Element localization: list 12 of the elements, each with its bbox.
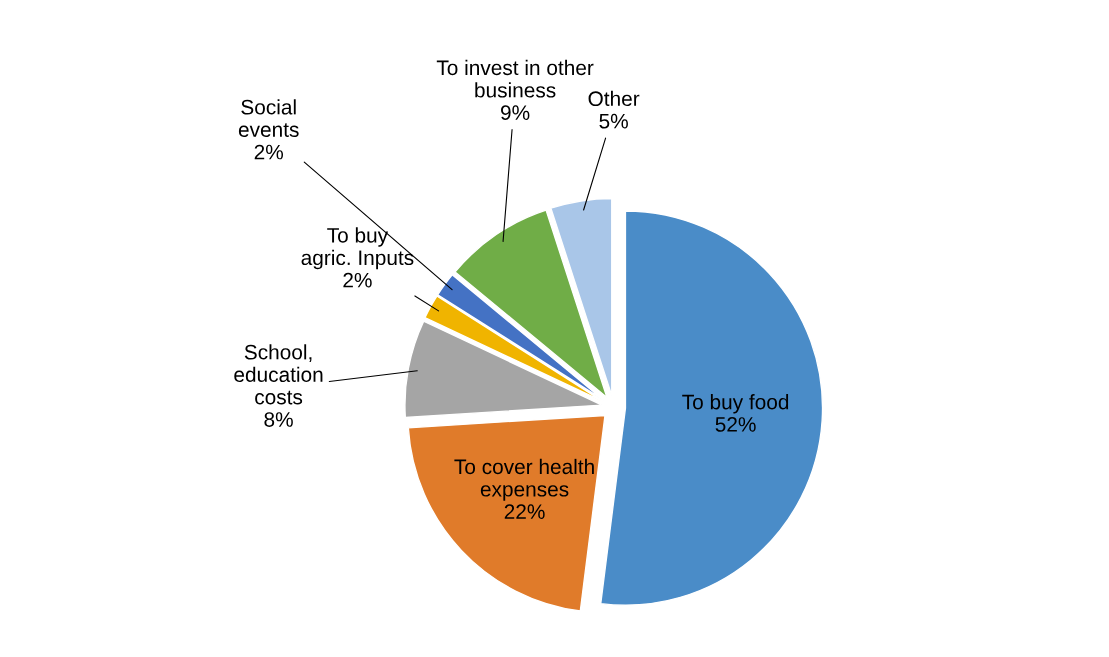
data-label: 2% — [254, 144, 284, 160]
data-label: 2% — [343, 272, 372, 288]
slice-label: To buy agric. Inputs — [301, 227, 414, 270]
slice-label: School, education costs — [234, 344, 323, 405]
slice-label: To buy food — [682, 394, 789, 414]
data-label: 8% — [264, 412, 293, 427]
slice-label: To cover health expenses — [454, 458, 594, 501]
data-label: 5% — [599, 113, 628, 129]
data-label: 9% — [501, 105, 530, 121]
data-label: 22% — [504, 504, 545, 519]
data-label: 52% — [715, 417, 756, 432]
slice-label: Social events — [238, 99, 299, 137]
